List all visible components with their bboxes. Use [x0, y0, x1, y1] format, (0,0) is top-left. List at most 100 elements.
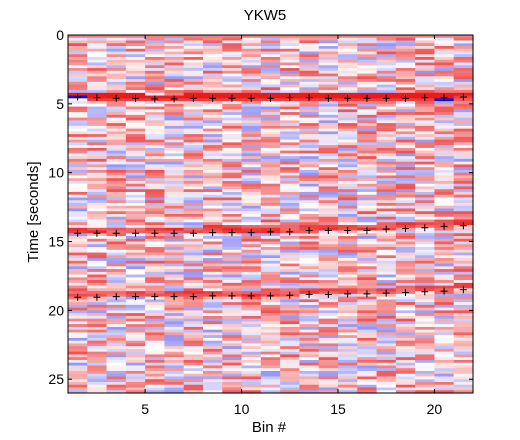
heatmap-cell — [222, 205, 243, 210]
heatmap-cell — [145, 202, 166, 207]
heatmap-cell — [260, 145, 281, 149]
heatmap-cell — [395, 202, 416, 207]
heatmap-cell — [145, 362, 166, 367]
heatmap-cell — [68, 142, 88, 146]
heatmap-cell — [241, 164, 262, 168]
heatmap-cell — [338, 150, 358, 155]
heatmap-cell — [164, 370, 185, 375]
heatmap-cell — [338, 258, 358, 262]
pick-marker — [305, 94, 313, 102]
heatmap-cell — [376, 92, 397, 97]
heatmap-cell — [357, 249, 378, 254]
heatmap-cell — [415, 84, 436, 88]
heatmap-cell — [318, 219, 339, 223]
heatmap-cell — [434, 76, 455, 80]
heatmap-cell — [106, 274, 127, 278]
heatmap-cell — [106, 387, 127, 391]
heatmap-cell — [260, 136, 281, 141]
heatmap-cell — [87, 332, 108, 336]
heatmap-cell — [395, 117, 416, 121]
heatmap-cell — [260, 225, 281, 229]
heatmap-cell — [164, 120, 185, 124]
heatmap-cell — [434, 379, 455, 383]
heatmap-cell — [318, 156, 339, 160]
heatmap-cell — [241, 43, 262, 47]
heatmap-cell — [145, 120, 166, 124]
heatmap-cell — [338, 70, 358, 75]
heatmap-cell — [145, 167, 166, 171]
heatmap-cell — [453, 208, 474, 212]
heatmap-cell — [415, 255, 436, 259]
heatmap-cell — [318, 222, 339, 226]
heatmap-cell — [395, 40, 416, 44]
heatmap-cell — [87, 73, 108, 77]
heatmap-cell — [280, 101, 301, 105]
heatmap-cell — [434, 134, 455, 138]
heatmap-cell — [68, 103, 88, 108]
heatmap-cell — [125, 241, 146, 245]
heatmap-cell — [299, 145, 320, 149]
heatmap-cell — [260, 106, 281, 110]
heatmap-cell — [164, 307, 185, 311]
heatmap-cell — [376, 70, 397, 75]
heatmap-cell — [299, 139, 320, 143]
heatmap-cell — [318, 247, 339, 251]
heatmap-cell — [260, 236, 281, 240]
heatmap-cell — [299, 37, 320, 42]
heatmap-cell — [183, 208, 204, 212]
heatmap-cell — [145, 57, 166, 61]
heatmap-cell — [280, 387, 301, 391]
heatmap-cell — [318, 236, 339, 240]
heatmap-cell — [183, 81, 204, 86]
heatmap-cell — [376, 271, 397, 276]
heatmap-cell — [376, 310, 397, 314]
heatmap-cell — [434, 370, 455, 375]
heatmap-cell — [357, 84, 378, 88]
heatmap-cell — [222, 46, 243, 50]
heatmap-cell — [164, 186, 185, 190]
heatmap-cell — [415, 112, 436, 116]
heatmap-cell — [299, 255, 320, 259]
heatmap-cell — [164, 247, 185, 251]
heatmap-cell — [453, 59, 474, 64]
heatmap-cell — [241, 172, 262, 177]
heatmap-cell — [434, 180, 455, 185]
heatmap-cell — [318, 43, 339, 47]
heatmap-cell — [338, 125, 358, 130]
heatmap-cell — [145, 387, 166, 391]
heatmap-cell — [145, 164, 166, 168]
heatmap-cell — [453, 373, 474, 378]
heatmap-cell — [125, 277, 146, 281]
heatmap-cell — [299, 260, 320, 265]
heatmap-cell — [87, 343, 108, 347]
heatmap-cell — [203, 175, 223, 179]
heatmap-cell — [260, 51, 281, 55]
heatmap-cell — [318, 384, 339, 389]
heatmap-cell — [68, 216, 88, 221]
heatmap-cell — [145, 68, 166, 72]
heatmap-cell — [125, 387, 146, 391]
heatmap-cell — [260, 222, 281, 226]
heatmap-cell — [357, 106, 378, 110]
heatmap-cell — [203, 48, 223, 53]
heatmap-cell — [164, 310, 185, 314]
heatmap-cell — [106, 214, 127, 218]
heatmap-cell — [260, 167, 281, 171]
heatmap-cell — [338, 381, 358, 386]
pick-marker — [228, 229, 236, 237]
heatmap-cell — [203, 202, 223, 207]
heatmap-cell — [260, 92, 281, 97]
heatmap-cell — [106, 117, 127, 121]
heatmap-cell — [222, 390, 243, 394]
heatmap-cell — [106, 324, 127, 328]
heatmap-cell — [376, 62, 397, 66]
heatmap-cell — [415, 365, 436, 369]
heatmap-cell — [203, 73, 223, 77]
heatmap-cell — [338, 285, 358, 289]
heatmap-cell — [260, 208, 281, 212]
heatmap-cell — [318, 205, 339, 210]
heatmap-cell — [87, 277, 108, 281]
heatmap-cell — [453, 337, 474, 342]
heatmap-cell — [203, 219, 223, 223]
heatmap-cell — [338, 180, 358, 185]
